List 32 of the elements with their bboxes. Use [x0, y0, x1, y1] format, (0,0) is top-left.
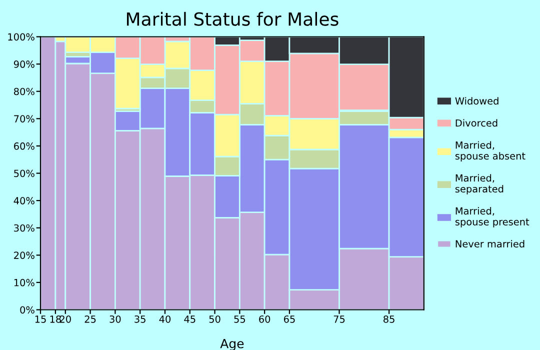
y-tick-label: 10%: [14, 278, 34, 286]
x-tick-label: 50: [209, 315, 220, 323]
x-tick-label: 85: [384, 315, 394, 323]
x-tick-label: 18: [50, 315, 61, 323]
y-tick-label: 0%: [20, 306, 34, 314]
x-tick-label: 75: [334, 316, 345, 323]
y-tick-label: 60%: [14, 142, 34, 150]
legend-label: Married, spouse absent: [455, 141, 526, 162]
y-tick-label: 90%: [14, 60, 34, 68]
y-tick-label: 30%: [14, 224, 34, 232]
x-tick-label: 40: [159, 315, 171, 323]
y-tick-label: 80%: [14, 88, 34, 96]
x-tick-label: 20: [60, 315, 71, 323]
x-tick-label: 55: [234, 316, 246, 323]
y-tick-label: 40%: [14, 197, 34, 204]
chart-title: Marital Status for Males: [126, 12, 338, 26]
y-tick-label: 100%: [8, 33, 34, 41]
x-tick-label: 25: [84, 315, 96, 323]
legend-label: Divorced: [456, 119, 498, 127]
x-tick-label: 30: [110, 315, 121, 323]
legend-label: Never married: [456, 240, 524, 248]
y-tick-label: 20%: [14, 252, 34, 259]
x-tick-label: 35: [134, 315, 146, 323]
x-tick-label: 45: [184, 316, 196, 323]
y-tick-label: 70%: [14, 115, 34, 122]
x-tick-label: 60: [259, 315, 270, 323]
x-tick-label: 15: [35, 316, 46, 323]
legend-label: Married, spouse present: [455, 207, 530, 228]
x-tick-label: 65: [284, 315, 295, 323]
y-tick-label: 50%: [14, 170, 34, 178]
legend-label: Widowed: [455, 97, 498, 105]
legend-label: Married, separated: [455, 174, 504, 194]
